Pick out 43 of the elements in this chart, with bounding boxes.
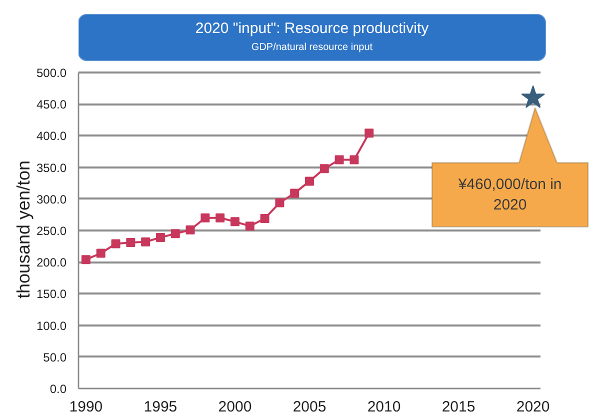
x-tick-label: 1995 <box>144 398 178 416</box>
point <box>334 155 344 164</box>
point <box>305 176 314 186</box>
y-tick-label: 300.0 <box>36 192 67 206</box>
y-tick-label: 350.0 <box>36 160 67 175</box>
point <box>126 238 136 248</box>
y-tick-label: 50.0 <box>43 350 67 364</box>
x-tick-label: 2020 <box>516 398 550 416</box>
y-tick-label: 0.0 <box>50 382 67 396</box>
point <box>290 188 300 198</box>
point <box>141 237 150 246</box>
point <box>364 128 374 138</box>
point <box>200 213 210 222</box>
point <box>186 225 195 234</box>
chart-subtitle: GDP/natural resource input <box>251 42 373 53</box>
x-tick-label: 2005 <box>292 398 326 416</box>
y-tick-label: 100.0 <box>36 318 67 333</box>
point <box>170 229 180 238</box>
point <box>260 214 270 223</box>
point <box>230 217 240 226</box>
y-tick-label: 500.0 <box>36 66 67 80</box>
point <box>275 198 284 208</box>
y-axis-title: thousand yen/ton <box>13 160 34 299</box>
point <box>245 222 254 231</box>
x-tick-label: 2010 <box>367 398 401 416</box>
point <box>350 155 359 164</box>
y-tick-label: 150.0 <box>36 287 67 302</box>
point <box>216 213 225 222</box>
x-tick-label: 2000 <box>218 398 252 416</box>
x-tick-label: 2015 <box>442 398 476 416</box>
x-tick-label: 1990 <box>69 398 103 416</box>
y-tick-label: 400.0 <box>36 129 67 144</box>
chart-title: 2020 "input": Resource productivity <box>195 20 430 37</box>
point <box>96 248 106 258</box>
y-tick-label: 250.0 <box>36 224 67 238</box>
point <box>81 255 90 264</box>
y-tick-label: 450.0 <box>36 98 67 112</box>
y-tick-label: 200.0 <box>36 256 67 270</box>
point <box>521 85 545 108</box>
point <box>320 164 329 174</box>
annotation: ¥460,000/ton in 2020 <box>457 176 562 214</box>
point <box>156 232 165 242</box>
point <box>111 239 120 248</box>
